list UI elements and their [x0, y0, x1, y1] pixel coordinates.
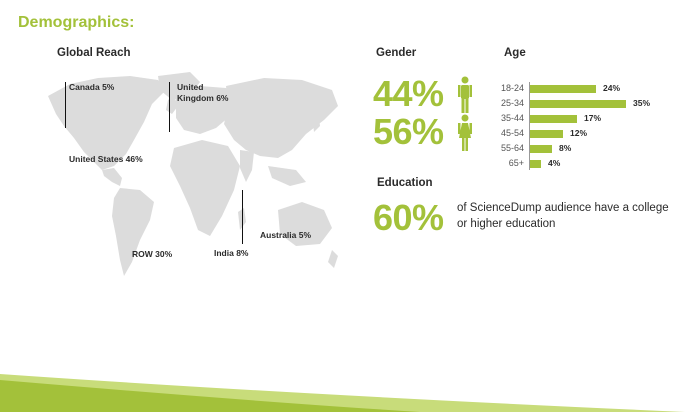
female-icon: [458, 114, 472, 151]
region-label-uk: United Kingdom 6%: [177, 82, 228, 104]
age-bar-18-24: [530, 85, 596, 93]
map-asia: [224, 78, 338, 158]
age-label-18-24: 18-24: [500, 83, 524, 93]
region-label-row: ROW 30%: [132, 249, 173, 259]
age-value-55-64: 8%: [559, 143, 572, 153]
uk-leader-line: [169, 82, 170, 132]
region-label-canada: Canada 5%: [69, 82, 115, 92]
page-title: Demographics:: [18, 14, 135, 31]
age-bar-25-34: [530, 100, 626, 108]
region-label-uk-line1: United: [177, 82, 204, 92]
age-label-65+: 65+: [508, 158, 524, 168]
age-bar-45-54: [530, 130, 563, 138]
male-icon: [458, 76, 472, 113]
map-north-america: [48, 76, 166, 170]
education-heading: Education: [377, 177, 433, 189]
region-label-us: United States 46%: [69, 154, 143, 164]
education-description: of ScienceDump audience have a college o…: [457, 202, 669, 230]
age-bar-65+: [530, 160, 541, 168]
map-africa: [170, 140, 240, 236]
age-label-35-44: 35-44: [500, 113, 524, 123]
age-value-35-44: 17%: [584, 113, 602, 123]
map-southeast-asia: [268, 166, 306, 186]
age-value-45-54: 12%: [570, 128, 588, 138]
age-label-55-64: 55-64: [500, 143, 524, 153]
world-map: [48, 72, 338, 276]
map-australia: [278, 202, 332, 246]
age-heading: Age: [504, 47, 526, 59]
map-japan: [312, 110, 320, 132]
region-label-india: India 8%: [214, 248, 249, 258]
age-bar-55-64: [530, 145, 552, 153]
male-percentage: 44%: [373, 73, 444, 114]
map-south-america: [112, 188, 154, 276]
age-label-45-54: 45-54: [500, 128, 524, 138]
age-value-25-34: 35%: [633, 98, 651, 108]
region-label-uk-line2: Kingdom 6%: [177, 93, 229, 103]
india-leader-line: [242, 190, 243, 244]
female-percentage: 56%: [373, 111, 444, 152]
map-india: [240, 150, 254, 182]
map-europe: [176, 86, 236, 134]
footer-swoosh: [0, 374, 685, 412]
region-label-australia: Australia 5%: [260, 230, 312, 240]
gender-heading: Gender: [376, 47, 417, 59]
age-value-18-24: 24%: [603, 83, 621, 93]
map-central-america: [102, 168, 122, 186]
age-chart-axis: [529, 82, 530, 170]
map-new-zealand: [328, 250, 338, 268]
age-bar-35-44: [530, 115, 577, 123]
global-reach-heading: Global Reach: [57, 47, 131, 59]
age-value-65+: 4%: [548, 158, 561, 168]
education-percentage: 60%: [373, 197, 444, 238]
canada-leader-line: [65, 82, 66, 128]
age-label-25-34: 25-34: [500, 98, 524, 108]
